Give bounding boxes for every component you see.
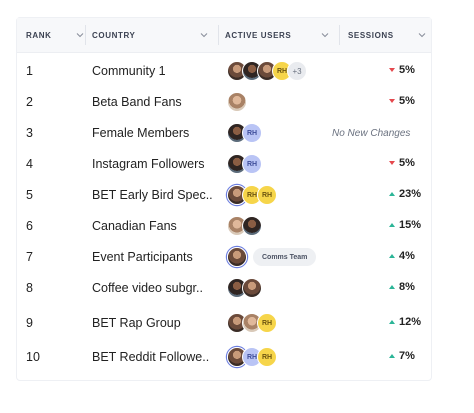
avatar[interactable]: RH bbox=[242, 123, 262, 143]
column-header-active-users[interactable]: ACTIVE USERS bbox=[225, 18, 337, 52]
table-row[interactable]: 4 Instagram Followers RH 5% bbox=[17, 149, 431, 180]
sessions-cell: 12% bbox=[389, 316, 421, 328]
arrow-up-icon bbox=[389, 285, 395, 289]
avatar[interactable] bbox=[242, 216, 262, 236]
more-users-count[interactable]: +3 bbox=[287, 61, 307, 81]
column-header-rank[interactable]: RANK bbox=[26, 18, 86, 52]
column-header-label: ACTIVE USERS bbox=[225, 30, 292, 40]
sessions-cell: 5% bbox=[389, 157, 415, 169]
active-users-stack[interactable] bbox=[227, 215, 262, 237]
sessions-table: RANK COUNTRY ACTIVE USERS SESSIONS 1 Comm… bbox=[16, 17, 432, 381]
avatar[interactable]: RH bbox=[257, 347, 277, 367]
sessions-cell: 5% bbox=[389, 95, 415, 107]
column-header-sessions[interactable]: SESSIONS bbox=[348, 18, 430, 52]
sessions-cell: 8% bbox=[389, 281, 415, 293]
country-cell[interactable]: Event Participants bbox=[92, 250, 193, 264]
country-cell[interactable]: Coffee video subgr.. bbox=[92, 281, 203, 295]
arrow-down-icon bbox=[389, 99, 395, 103]
rank-cell: 5 bbox=[26, 188, 33, 202]
active-users-stack[interactable]: RH bbox=[227, 122, 262, 144]
rank-cell: 4 bbox=[26, 157, 33, 171]
table-row[interactable]: 2 Beta Band Fans 5% bbox=[17, 87, 431, 118]
rank-cell: 7 bbox=[26, 250, 33, 264]
sessions-cell: 15% bbox=[389, 219, 421, 231]
active-users-stack[interactable]: RH bbox=[227, 153, 262, 175]
arrow-up-icon bbox=[389, 223, 395, 227]
table-row[interactable]: 10 BET Reddit Followe.. RH RH 7% bbox=[17, 342, 431, 373]
column-header-label: RANK bbox=[26, 30, 52, 40]
active-users-stack[interactable]: RH bbox=[227, 312, 277, 334]
rank-cell: 3 bbox=[26, 126, 33, 140]
arrow-down-icon bbox=[389, 68, 395, 72]
sessions-cell: 4% bbox=[389, 250, 415, 262]
avatar[interactable] bbox=[227, 247, 247, 267]
avatar[interactable]: RH bbox=[242, 154, 262, 174]
column-divider bbox=[218, 25, 219, 45]
arrow-up-icon bbox=[389, 254, 395, 258]
arrow-down-icon bbox=[389, 161, 395, 165]
team-tag[interactable]: Comms Team bbox=[253, 248, 317, 266]
column-header-country[interactable]: COUNTRY bbox=[92, 18, 222, 52]
arrow-up-icon bbox=[389, 192, 395, 196]
country-cell[interactable]: BET Rap Group bbox=[92, 316, 181, 330]
column-header-label: SESSIONS bbox=[348, 30, 394, 40]
column-divider bbox=[339, 25, 340, 45]
rank-cell: 9 bbox=[26, 316, 33, 330]
sessions-value: 12% bbox=[399, 316, 422, 328]
rank-cell: 8 bbox=[26, 281, 33, 295]
rank-cell: 6 bbox=[26, 219, 33, 233]
sessions-value: 5% bbox=[399, 157, 415, 169]
rank-cell: 2 bbox=[26, 95, 33, 109]
sessions-value: 15% bbox=[399, 219, 422, 231]
no-change-label: No New Changes bbox=[332, 128, 411, 139]
column-header-label: COUNTRY bbox=[92, 30, 136, 40]
country-cell[interactable]: Beta Band Fans bbox=[92, 95, 182, 109]
avatar[interactable]: RH bbox=[257, 313, 277, 333]
table-row[interactable]: 3 Female Members RH No New Changes bbox=[17, 118, 431, 149]
table-row[interactable]: 9 BET Rap Group RH 12% bbox=[17, 308, 431, 339]
sessions-value: 8% bbox=[399, 281, 415, 293]
table-row[interactable]: 5 BET Early Bird Spec.. RH RH 23% bbox=[17, 180, 431, 211]
country-cell[interactable]: BET Reddit Followe.. bbox=[92, 350, 210, 364]
country-cell[interactable]: Community 1 bbox=[92, 64, 166, 78]
sessions-cell: 7% bbox=[389, 350, 415, 362]
table-row[interactable]: 6 Canadian Fans 15% bbox=[17, 211, 431, 242]
active-users-stack[interactable] bbox=[227, 91, 247, 113]
country-cell[interactable]: Canadian Fans bbox=[92, 219, 177, 233]
sessions-value: 23% bbox=[399, 188, 422, 200]
active-users-stack[interactable]: RH RH bbox=[227, 184, 277, 206]
table-row[interactable]: 8 Coffee video subgr.. 8% bbox=[17, 273, 431, 304]
avatar[interactable] bbox=[227, 92, 247, 112]
active-users-stack[interactable]: Comms Team bbox=[227, 246, 317, 268]
column-divider bbox=[85, 25, 86, 45]
country-cell[interactable]: Instagram Followers bbox=[92, 157, 205, 171]
sessions-cell: 23% bbox=[389, 188, 421, 200]
country-cell[interactable]: BET Early Bird Spec.. bbox=[92, 188, 213, 202]
sessions-value: 5% bbox=[399, 95, 415, 107]
sessions-value: 4% bbox=[399, 250, 415, 262]
active-users-stack[interactable]: RH RH bbox=[227, 346, 277, 368]
chevron-down-icon[interactable] bbox=[76, 31, 84, 39]
active-users-stack[interactable] bbox=[227, 277, 262, 299]
active-users-stack[interactable]: RH +3 bbox=[227, 60, 307, 82]
table-row[interactable]: 7 Event Participants Comms Team 4% bbox=[17, 242, 431, 273]
sessions-value: 7% bbox=[399, 350, 415, 362]
chevron-down-icon[interactable] bbox=[321, 31, 329, 39]
sessions-cell: 5% bbox=[389, 64, 415, 76]
country-cell[interactable]: Female Members bbox=[92, 126, 190, 140]
arrow-up-icon bbox=[389, 354, 395, 358]
arrow-up-icon bbox=[389, 320, 395, 324]
rank-cell: 1 bbox=[26, 64, 33, 78]
avatar[interactable] bbox=[242, 278, 262, 298]
chevron-down-icon[interactable] bbox=[418, 31, 426, 39]
table-header: RANK COUNTRY ACTIVE USERS SESSIONS bbox=[17, 18, 431, 53]
chevron-down-icon[interactable] bbox=[200, 31, 208, 39]
sessions-value: 5% bbox=[399, 64, 415, 76]
avatar[interactable]: RH bbox=[257, 185, 277, 205]
table-row[interactable]: 1 Community 1 RH +3 5% bbox=[17, 56, 431, 87]
rank-cell: 10 bbox=[26, 350, 40, 364]
